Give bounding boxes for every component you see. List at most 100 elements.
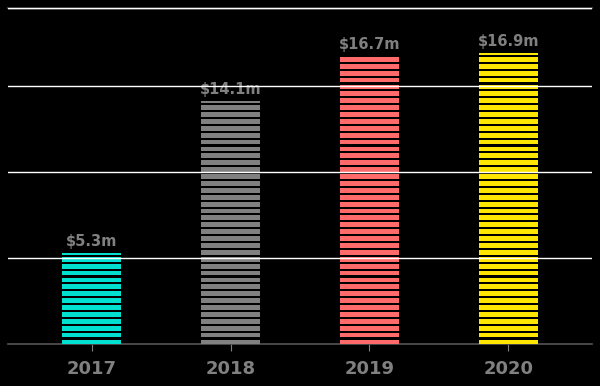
Bar [479,140,538,144]
Bar [479,181,538,186]
Bar [479,305,538,310]
Bar [340,119,398,124]
Bar [202,264,260,269]
Bar [62,278,121,282]
Bar [340,195,398,200]
Bar [479,202,538,207]
Bar [340,250,398,255]
Bar [202,298,260,303]
Bar [340,64,398,69]
Text: $16.7m: $16.7m [338,37,400,52]
Bar [340,126,398,131]
Bar [202,181,260,186]
Bar [340,133,398,137]
Bar [479,167,538,172]
Bar [62,333,121,337]
Bar [479,284,538,289]
Bar [202,340,260,344]
Text: $14.1m: $14.1m [200,82,262,97]
Bar [202,105,260,110]
Bar [340,85,398,89]
Bar [340,78,398,83]
Bar [62,312,121,317]
Bar [340,333,398,337]
Bar [202,119,260,124]
Bar [340,229,398,234]
Bar [202,112,260,117]
Bar [479,91,538,96]
Bar [479,215,538,220]
Bar [340,174,398,179]
Bar [202,271,260,276]
Bar [202,312,260,317]
Bar [202,236,260,241]
Bar [479,208,538,213]
Bar [202,291,260,296]
Bar [62,284,121,289]
Bar [479,257,538,262]
Bar [62,291,121,296]
Bar [479,195,538,200]
Bar [479,71,538,76]
Bar [340,222,398,227]
Bar [479,98,538,103]
Bar [62,305,121,310]
Bar [202,319,260,324]
Bar [479,326,538,330]
Bar [340,154,398,158]
Bar [202,147,260,151]
Bar [202,257,260,262]
Bar [340,243,398,248]
Bar [479,85,538,89]
Bar [340,112,398,117]
Bar [202,250,260,255]
Bar [340,326,398,330]
Text: $16.9m: $16.9m [478,34,539,49]
Bar [479,174,538,179]
Bar [340,181,398,186]
Bar [202,229,260,234]
Bar [479,222,538,227]
Bar [340,305,398,310]
Bar [340,319,398,324]
Bar [340,264,398,269]
Bar [479,229,538,234]
Bar [202,326,260,330]
Bar [202,167,260,172]
Bar [202,333,260,337]
Bar [479,147,538,151]
Bar [62,340,121,344]
Bar [479,264,538,269]
Bar [340,312,398,317]
Bar [340,298,398,303]
Bar [479,291,538,296]
Bar [340,208,398,213]
Bar [340,271,398,276]
Bar [62,271,121,276]
Bar [479,188,538,193]
Bar [62,253,121,255]
Bar [202,305,260,310]
Bar [479,243,538,248]
Bar [202,102,260,103]
Bar [340,91,398,96]
Bar [340,147,398,151]
Bar [62,326,121,330]
Bar [340,202,398,207]
Bar [479,319,538,324]
Bar [479,340,538,344]
Bar [202,284,260,289]
Bar [340,160,398,165]
Bar [62,319,121,324]
Bar [340,278,398,282]
Bar [62,264,121,269]
Bar [340,257,398,262]
Bar [202,278,260,282]
Bar [340,215,398,220]
Bar [202,208,260,213]
Bar [479,333,538,337]
Bar [479,112,538,117]
Bar [479,53,538,55]
Bar [479,57,538,62]
Bar [340,167,398,172]
